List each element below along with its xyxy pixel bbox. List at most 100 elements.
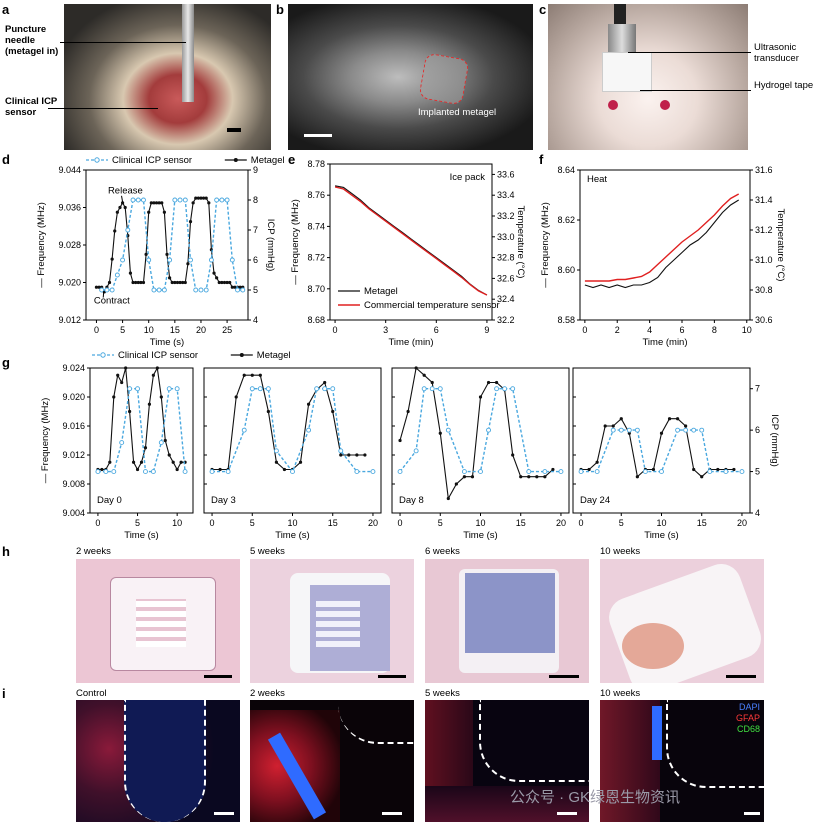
plot-frame [329, 163, 493, 321]
metagel-point [218, 467, 222, 472]
leader-puncture [60, 42, 186, 43]
legend-marker-clinical [100, 352, 106, 358]
label-hydrogel-tape: Hydrogel tape [754, 80, 814, 91]
metagel-point [162, 210, 166, 214]
clinical-point [143, 469, 148, 475]
y-right-tick-label: 30.8 [755, 285, 773, 295]
fluor-control [76, 700, 240, 822]
y-left-tick-label: 9.020 [58, 278, 81, 288]
x-tick-label: 15 [516, 518, 526, 528]
metagel-point [194, 196, 198, 200]
y-right-axis-label: ICP (mmHg) [265, 219, 276, 272]
metagel-point [179, 460, 183, 464]
y-right-tick-label: 32.4 [497, 294, 515, 304]
clinical-point [130, 197, 136, 203]
metagel-point [215, 276, 219, 280]
y-left-tick-label: 9.020 [62, 392, 85, 402]
dashed-boundary [666, 700, 764, 788]
clinical-point [156, 287, 162, 293]
x-tick-label: 6 [679, 325, 684, 335]
metagel-point [258, 373, 262, 377]
metagel-point [183, 280, 187, 285]
clinical-point [558, 469, 564, 475]
annotation-contract: Contract [94, 296, 130, 307]
metagel-point [732, 467, 736, 472]
dashed-boundary [124, 700, 206, 822]
clinical-point [111, 469, 117, 475]
x-tick-label: 4 [647, 325, 652, 335]
panel-letter-g: g [2, 355, 10, 370]
clinical-point [494, 386, 500, 392]
tissue-remnant-shape [622, 623, 684, 669]
metagel-point [139, 460, 144, 464]
y-right-tick-label: 7 [253, 225, 258, 235]
metagel-point [478, 395, 483, 399]
clinical-point [322, 386, 328, 392]
metagel-point [220, 280, 224, 285]
day-label: Day 3 [211, 495, 236, 506]
legend-label: Metagel [251, 155, 285, 166]
metagel-point [519, 475, 523, 479]
y-right-tick-label: 5 [253, 285, 258, 295]
y-right-tick-label: 33.4 [497, 190, 515, 200]
clinical-point [141, 197, 146, 203]
clinical-point [739, 469, 745, 475]
metagel-point [147, 402, 152, 406]
y-left-tick-label: 9.044 [58, 165, 81, 175]
clinical-point [306, 427, 312, 433]
metagel-point [651, 467, 656, 472]
metagel-point [238, 285, 242, 289]
caption-h-10weeks: 10 weeks [600, 546, 641, 557]
metagel-point [603, 424, 607, 428]
chart-g-day24: 0 5 10 15 20 4 5 6 7 Time (s) ICP (mmHg) Day 24 [572, 367, 780, 541]
metagel-point [446, 496, 450, 501]
x-tick-label: 6 [434, 325, 439, 335]
metagel-point [173, 280, 177, 285]
y-left-tick-label: 8.58 [557, 315, 575, 325]
metagel-point [100, 467, 104, 472]
y-left-tick-label: 8.76 [307, 190, 325, 200]
clinical-point [151, 287, 157, 293]
y-left-tick-label: 9.012 [62, 450, 85, 460]
chart-g-day8: 0 5 10 15 20 Time (s) Day 8 [391, 366, 570, 541]
y-right-axis-label: Temperature (°C) [775, 209, 786, 282]
metagel-point [667, 417, 672, 421]
day-label: Day 24 [580, 495, 610, 506]
y-right-tick-label: 9 [253, 165, 258, 175]
x-axis-label: Time (min) [642, 337, 687, 348]
metagel-point [168, 276, 172, 280]
x-tick-label: 2 [615, 325, 620, 335]
clinical-point [235, 287, 240, 293]
clinical-point [240, 287, 246, 293]
leader-transducer [628, 52, 751, 53]
clinical-point [127, 386, 133, 392]
scale-bar-a [227, 128, 241, 132]
clinical-point [699, 427, 705, 433]
y-right-tick-label: 8 [253, 195, 258, 205]
metagel-point [135, 467, 140, 472]
series-line-metagel [334, 185, 488, 296]
metagel-point [170, 280, 174, 285]
metagel-point [217, 280, 221, 285]
histology-5weeks [250, 559, 414, 683]
photo-rat-surgery [64, 4, 271, 150]
clinical-point [610, 427, 616, 433]
legend-label: Metagel [364, 286, 398, 297]
caption-i-5weeks: 5 weeks [425, 688, 460, 699]
transducer-shape [608, 24, 636, 54]
clinical-point [182, 469, 188, 475]
chart-g-day0: 0 5 10 9.004 9.008 9.012 9.016 9.020 9.024 Time (… [40, 363, 194, 541]
clinical-point [314, 386, 320, 392]
clinical-point [225, 469, 231, 475]
clinical-point [626, 427, 632, 433]
clinical-point [104, 287, 110, 293]
clinical-point [224, 197, 230, 203]
panel-letter-h: h [2, 544, 10, 559]
metagel-point [191, 201, 195, 205]
legend-marker-clinical [94, 157, 100, 163]
y-left-axis-label: — Frequency (MHz) [40, 398, 51, 484]
scale-bar-i1 [214, 812, 234, 815]
clinical-point [174, 386, 180, 392]
x-tick-label: 8 [712, 325, 717, 335]
series-line-metagel [584, 199, 739, 289]
